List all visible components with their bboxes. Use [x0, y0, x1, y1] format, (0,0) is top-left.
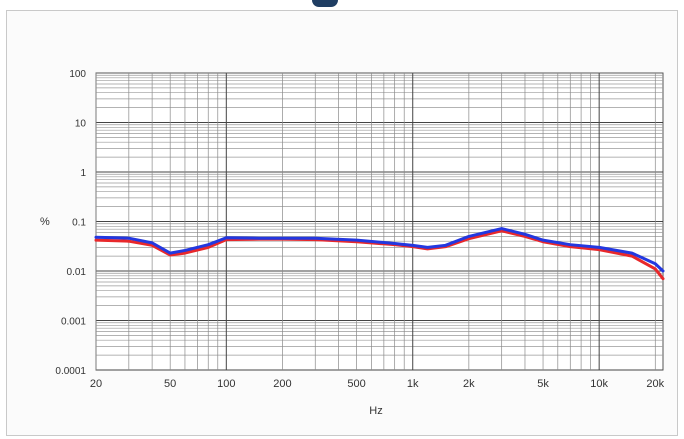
header-fragment	[312, 0, 338, 7]
x-tick-label: 20k	[646, 378, 664, 390]
y-tick-label: 0.01	[67, 267, 87, 278]
y-tick-label: 100	[69, 69, 86, 80]
series-lines	[94, 227, 665, 281]
x-axis-label: Hz	[369, 405, 382, 417]
y-tick-label: 0.0001	[55, 366, 86, 377]
series-line-2	[94, 227, 665, 273]
y-tick-label: 10	[75, 119, 87, 130]
y-axis-label: %	[40, 216, 50, 228]
x-tick-label: 200	[273, 378, 291, 390]
x-tick-label: 500	[347, 378, 365, 390]
grid	[95, 72, 664, 371]
x-tick-label: 2k	[463, 378, 475, 390]
y-tick-label: 0.001	[61, 317, 86, 328]
x-tick-label: 50	[164, 378, 176, 390]
axis-labels: % Hz	[40, 216, 383, 417]
y-tick-label: 0.1	[72, 218, 86, 229]
x-tick-label: 100	[217, 378, 235, 390]
x-tick-label: 1k	[407, 378, 419, 390]
y-tick-label: 1	[80, 168, 86, 179]
x-tick-label: 20	[90, 378, 102, 390]
x-tick-label: 5k	[537, 378, 549, 390]
x-tick-label: 10k	[590, 378, 608, 390]
tick-labels: 100 10 1 0.1 0.01 0.001 0.0001 20 50 100 200 500 1k 2…	[55, 69, 664, 390]
